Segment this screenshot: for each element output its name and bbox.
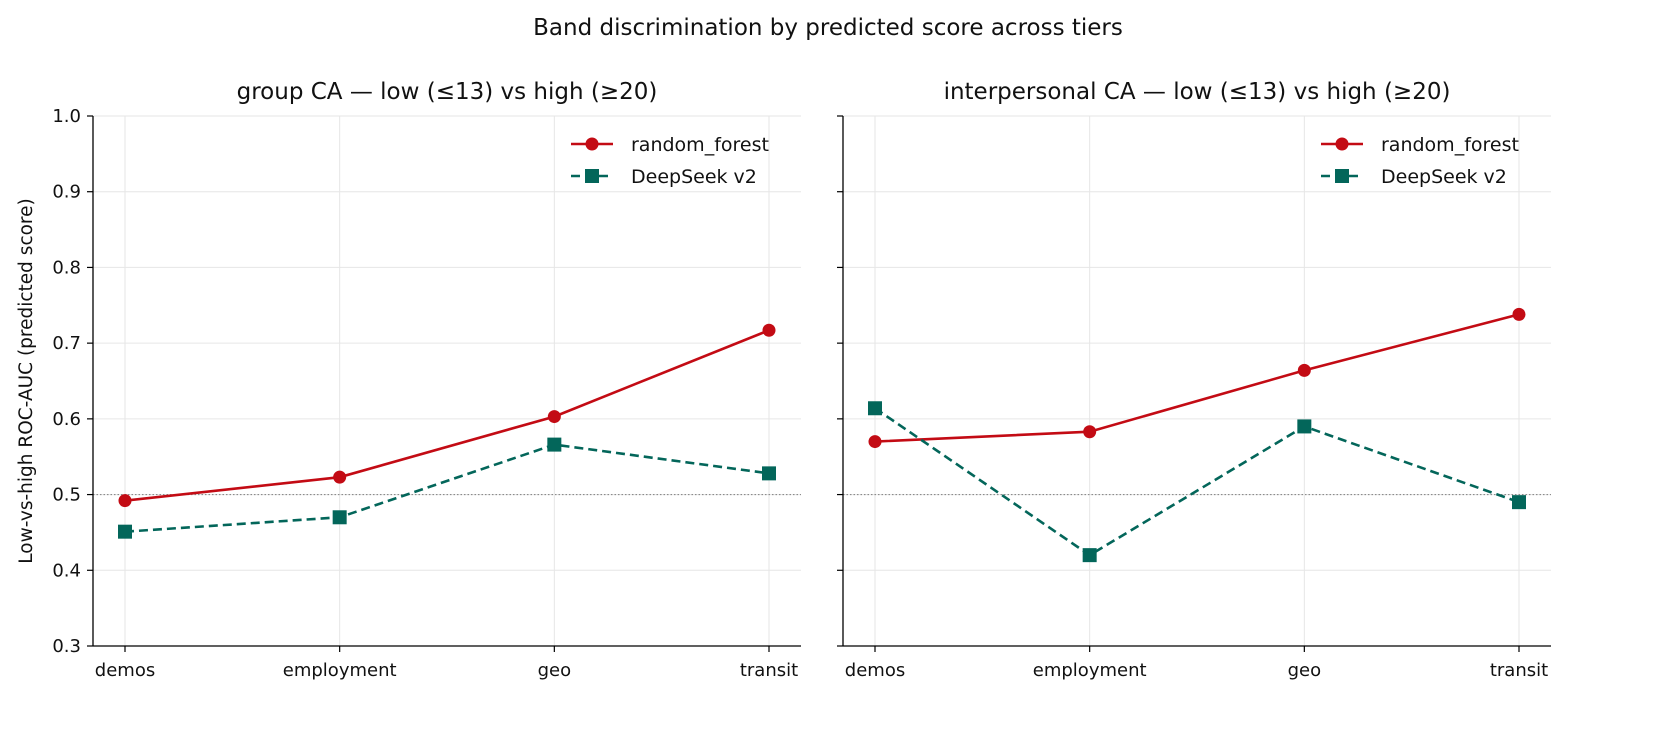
legend-marker-circle	[585, 137, 599, 151]
legend-marker-circle	[1335, 137, 1349, 151]
data-point-random-forest	[762, 323, 776, 337]
x-tick-label: demos	[95, 660, 155, 681]
y-tick-label: 0.4	[52, 560, 81, 581]
legend-entry: DeepSeek v2	[631, 166, 757, 188]
legend-marker-square	[1335, 169, 1349, 183]
data-point-deepseek-v2	[118, 524, 132, 539]
data-point-random-forest	[1512, 307, 1526, 321]
data-point-random-forest	[333, 470, 347, 484]
series-line-random-forest	[874, 313, 1520, 443]
y-tick-label: 0.6	[52, 409, 81, 430]
y-tick-label: 0.5	[52, 485, 81, 506]
panel-title: interpersonal CA — low (≤13) vs high (≥2…	[944, 79, 1451, 105]
data-point-random-forest	[1297, 363, 1311, 377]
x-tick-label: geo	[538, 660, 572, 681]
panel-title: group CA — low (≤13) vs high (≥20)	[237, 79, 658, 105]
x-tick-label: demos	[845, 660, 905, 681]
data-point-deepseek-v2	[1512, 495, 1526, 510]
x-tick-label: transit	[740, 660, 798, 681]
series-line-deepseek-v2	[124, 443, 770, 533]
x-tick-label: employment	[283, 660, 397, 681]
x-tick-label: transit	[1490, 660, 1548, 681]
y-tick-label: 0.3	[52, 636, 81, 657]
data-point-random-forest	[1083, 425, 1097, 439]
y-axis-label: Low-vs-high ROC-AUC (predicted score)	[16, 198, 37, 563]
data-point-random-forest	[547, 410, 561, 424]
chart-panel-interpersonal-ca: interpersonal CA — low (≤13) vs high (≥2…	[837, 79, 1551, 681]
x-tick-label: geo	[1288, 660, 1322, 681]
figure-title: Band discrimination by predicted score a…	[533, 15, 1123, 41]
series-line-random-forest	[124, 329, 770, 502]
data-point-deepseek-v2	[1082, 548, 1097, 563]
y-tick-label: 1.0	[52, 106, 81, 127]
data-point-random-forest	[118, 494, 132, 508]
data-point-deepseek-v2	[332, 510, 347, 525]
y-tick-label: 0.7	[52, 333, 81, 354]
legend-entry: random_forest	[1381, 134, 1519, 156]
data-point-deepseek-v2	[1297, 419, 1312, 434]
y-tick-label: 0.9	[52, 182, 81, 203]
x-tick-label: employment	[1033, 660, 1147, 681]
data-point-deepseek-v2	[868, 401, 882, 416]
series-line-deepseek-v2	[874, 407, 1520, 557]
chart-panel-group-ca: group CA — low (≤13) vs high (≥20) 0.3 0.4…	[16, 79, 801, 681]
data-point-random-forest	[868, 435, 882, 449]
data-point-deepseek-v2	[547, 437, 562, 452]
legend-entry: random_forest	[631, 134, 769, 156]
legend-entry: DeepSeek v2	[1381, 166, 1507, 188]
legend-marker-square	[585, 169, 599, 183]
y-tick-label: 0.8	[52, 257, 81, 278]
data-point-deepseek-v2	[762, 466, 776, 481]
